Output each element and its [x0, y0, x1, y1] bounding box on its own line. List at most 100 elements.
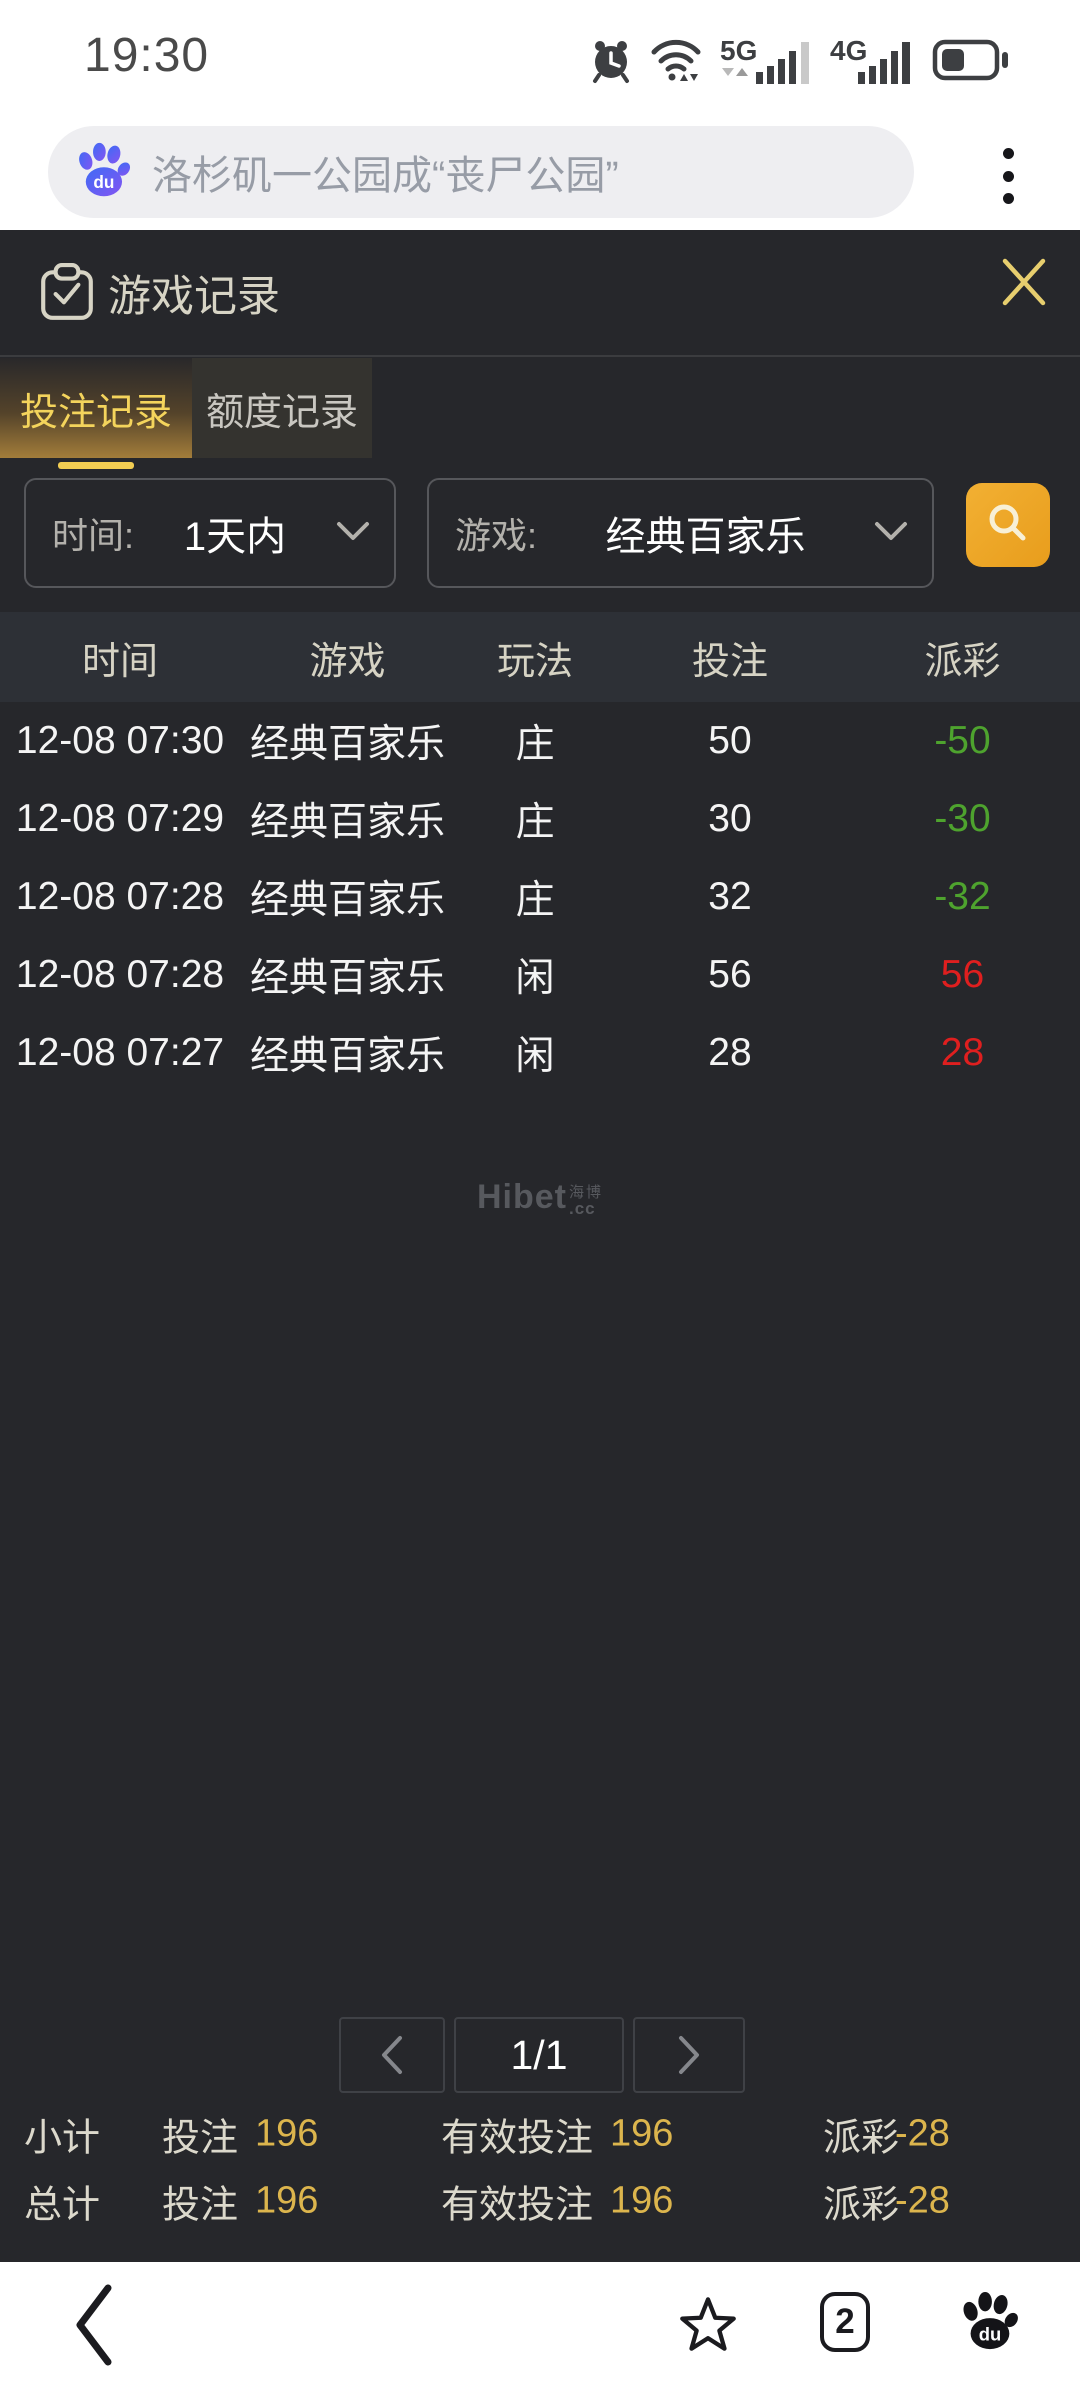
clipboard-icon	[38, 262, 96, 327]
cell-bet: 30	[708, 797, 752, 840]
cell-bet: 56	[708, 953, 752, 996]
payout-label: 派彩	[823, 2184, 900, 2226]
filter-bar: 时间: 1天内 游戏: 经典百家乐	[0, 478, 1080, 588]
search-button[interactable]	[966, 483, 1050, 567]
col-time: 时间	[81, 640, 158, 683]
cell-play: 庄	[515, 801, 555, 844]
payout-value: -28	[895, 2179, 950, 2221]
table-row: 12-08 07:30 经典百家乐 庄 50 -50	[0, 702, 1080, 780]
payout-label: 派彩	[823, 2117, 900, 2159]
cell-game: 经典百家乐	[249, 801, 445, 844]
pagination: 1/1	[339, 2017, 745, 2093]
cell-play: 庄	[515, 723, 555, 766]
search-input[interactable]: du 洛杉矶一公园成“丧尸公园”	[48, 126, 914, 218]
bookmark-star-icon[interactable]	[678, 2294, 738, 2359]
chevron-down-icon	[336, 520, 370, 547]
bet-value: 196	[255, 2179, 319, 2221]
svg-text:du: du	[93, 172, 114, 192]
browser-bottom-nav: 2 du	[0, 2262, 1080, 2388]
valid-bet-label: 有效投注	[441, 2117, 594, 2159]
signal-5g-icon: 5G	[720, 34, 812, 91]
close-icon[interactable]	[996, 254, 1052, 310]
bet-label: 投注	[162, 2117, 239, 2159]
chevron-down-icon	[874, 520, 908, 547]
browser-menu-button[interactable]	[993, 144, 1023, 208]
active-tab-underline	[58, 462, 134, 469]
record-tabs: 投注记录 额度记录	[0, 358, 372, 469]
baidu-paw-icon: du	[74, 141, 132, 204]
col-bet: 投注	[691, 640, 768, 683]
col-payout: 派彩	[924, 640, 1001, 683]
summary-section: 小计 投注 196 有效投注 196 派彩 -28 总计 投注 196 有效投注…	[0, 2100, 1080, 2234]
cell-payout: -30	[934, 797, 991, 840]
kebab-dot	[1002, 193, 1014, 204]
cell-game: 经典百家乐	[249, 957, 445, 1000]
kebab-dot	[1002, 148, 1014, 159]
table-row: 12-08 07:28 经典百家乐 闲 56 56	[0, 936, 1080, 1014]
table-row: 12-08 07:27 经典百家乐 闲 28 28	[0, 1014, 1080, 1092]
header-divider	[0, 355, 1080, 357]
table-row: 12-08 07:28 经典百家乐 庄 32 -32	[0, 858, 1080, 936]
kebab-dot	[1002, 170, 1014, 182]
game-records-modal: 游戏记录 投注记录 额度记录 时间: 1天内 游戏: 经典百家乐	[0, 230, 1080, 2262]
watermark-suffix: 海博 .cc	[569, 1185, 603, 1217]
cell-payout: -50	[934, 719, 991, 762]
bet-records-table: 时间 游戏 玩法 投注 派彩 12-08 07:30 经典百家乐 庄 50 -5…	[0, 612, 1080, 1092]
cell-game: 经典百家乐	[249, 1035, 445, 1078]
game-filter-value: 经典百家乐	[605, 515, 806, 559]
cell-payout: -32	[934, 875, 991, 918]
svg-text:5G: 5G	[720, 35, 757, 66]
cell-time: 12-08 07:29	[15, 797, 225, 840]
modal-title: 游戏记录	[108, 272, 280, 321]
total-row: 总计 投注 196 有效投注 196 派彩 -28	[0, 2167, 1080, 2234]
tab-label: 投注记录	[19, 391, 172, 434]
subtotal-label: 小计	[24, 2117, 101, 2159]
cell-game: 经典百家乐	[249, 879, 445, 922]
cell-play: 闲	[515, 957, 555, 1000]
table-header-row: 时间 游戏 玩法 投注 派彩	[0, 612, 1080, 702]
payout-value: -28	[895, 2112, 950, 2154]
game-filter-dropdown[interactable]: 游戏: 经典百家乐	[427, 478, 934, 588]
cell-payout: 28	[940, 1031, 985, 1074]
tab-quota-records[interactable]: 额度记录	[192, 358, 372, 458]
bet-value: 196	[255, 2112, 319, 2154]
cell-play: 闲	[515, 1035, 555, 1078]
status-icons: 5G 4G	[590, 34, 1010, 91]
signal-4g-icon: 4G	[830, 34, 914, 91]
tab-bet-records[interactable]: 投注记录	[0, 358, 192, 469]
search-query-text: 洛杉矶一公园成“丧尸公园”	[152, 154, 619, 198]
baidu-home-paw-icon[interactable]: du	[958, 2290, 1020, 2357]
cell-bet: 50	[708, 719, 752, 762]
game-filter-label: 游戏:	[455, 515, 538, 556]
cell-game: 经典百家乐	[249, 723, 445, 766]
time-filter-value: 1天内	[183, 515, 287, 559]
page-indicator: 1/1	[454, 2017, 624, 2093]
cell-payout: 56	[940, 953, 985, 996]
prev-page-button[interactable]	[339, 2017, 445, 2093]
table-row: 12-08 07:29 经典百家乐 庄 30 -30	[0, 780, 1080, 858]
cell-bet: 32	[708, 875, 752, 918]
browser-search-row: du 洛杉矶一公园成“丧尸公园”	[0, 118, 1080, 230]
alarm-icon	[590, 36, 632, 89]
time-filter-label: 时间:	[52, 515, 135, 556]
status-time: 19:30	[84, 29, 210, 82]
back-icon[interactable]	[72, 2282, 116, 2373]
valid-bet-label: 有效投注	[441, 2184, 594, 2226]
tab-count-button[interactable]: 2	[820, 2292, 870, 2352]
cell-time: 12-08 07:27	[15, 1031, 225, 1074]
watermark-brand: Hibet	[476, 1178, 567, 1216]
valid-bet-value: 196	[610, 2179, 674, 2221]
modal-header: 游戏记录	[0, 230, 1080, 355]
bet-label: 投注	[162, 2184, 239, 2226]
cell-time: 12-08 07:28	[15, 875, 225, 918]
wifi-icon	[650, 36, 702, 89]
battery-icon	[932, 37, 1010, 88]
valid-bet-value: 196	[610, 2112, 674, 2154]
time-filter-dropdown[interactable]: 时间: 1天内	[24, 478, 396, 588]
hibet-watermark: Hibet 海博 .cc	[0, 1178, 1080, 1217]
next-page-button[interactable]	[633, 2017, 745, 2093]
magnifier-icon	[986, 501, 1030, 550]
cell-bet: 28	[708, 1031, 752, 1074]
cell-time: 12-08 07:28	[15, 953, 225, 996]
svg-text:4G: 4G	[830, 35, 867, 66]
